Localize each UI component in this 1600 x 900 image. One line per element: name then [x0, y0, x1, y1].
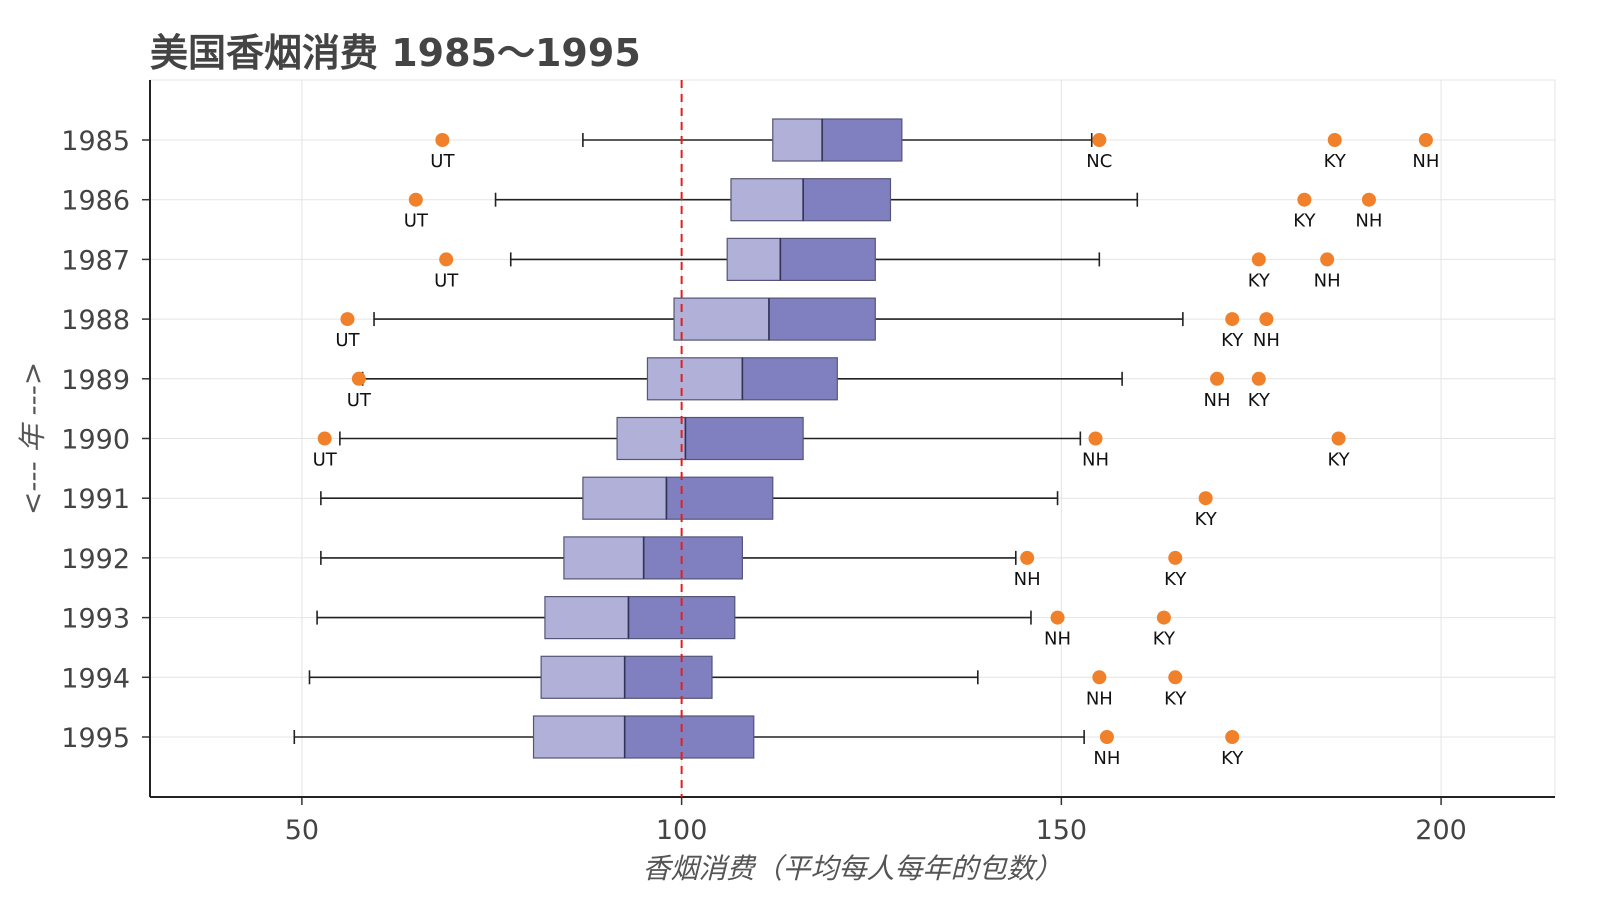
box-lower-half: [544, 595, 630, 640]
outlier-point: [1327, 133, 1342, 147]
x-tick-label: 100: [656, 815, 708, 846]
outlier-point: [1225, 730, 1240, 744]
outlier-label: KY: [1327, 450, 1350, 471]
outlier-point: [1297, 192, 1312, 207]
outlier-point: [351, 371, 366, 386]
outlier-point: [1225, 312, 1240, 327]
y-tick-label: 1989: [61, 365, 130, 396]
y-tick-label: 1990: [61, 425, 130, 456]
y-tick-label: 1985: [61, 126, 130, 157]
box-lower-half: [563, 536, 645, 580]
outlier-label: NH: [1412, 151, 1439, 172]
outlier-point: [1331, 431, 1346, 446]
outlier-point: [1020, 550, 1035, 565]
outlier-point: [1210, 371, 1225, 386]
outlier-label: NH: [1314, 270, 1341, 291]
outlier-point: [435, 133, 450, 147]
outlier-point: [1251, 252, 1266, 267]
box-lower-half: [646, 357, 743, 401]
box-upper-half: [624, 715, 755, 759]
box-upper-half: [802, 178, 892, 222]
box-upper-half: [768, 297, 876, 341]
outlier-point: [408, 192, 423, 207]
outlier-label: KY: [1221, 748, 1244, 769]
outlier-label: UT: [434, 270, 459, 291]
outlier-point: [1156, 610, 1171, 625]
box-lower-half: [540, 655, 626, 699]
box-lower-half: [532, 715, 626, 759]
box-lower-half: [616, 416, 687, 461]
outlier-label: UT: [313, 450, 338, 471]
outlier-point: [1092, 133, 1107, 147]
y-tick-label: 1988: [61, 305, 130, 336]
outlier-label: KY: [1221, 330, 1244, 351]
y-tick-label: 1992: [61, 544, 130, 575]
y-tick-label: 1993: [61, 604, 130, 635]
outlier-label: NH: [1082, 450, 1109, 471]
outlier-point: [1092, 670, 1107, 685]
box-lower-half: [726, 237, 781, 281]
y-axis-title: <--- 年 --->: [16, 362, 49, 515]
box-lower-half: [772, 118, 823, 162]
outlier-label: KY: [1195, 509, 1218, 530]
outlier-label: KY: [1248, 270, 1271, 291]
outlier-label: NH: [1355, 211, 1382, 232]
outlier-point: [439, 252, 454, 267]
box-upper-half: [665, 476, 774, 520]
y-tick-label: 1991: [61, 484, 130, 515]
outlier-point: [340, 312, 355, 327]
outlier-label: UT: [430, 151, 455, 172]
outlier-point: [1168, 670, 1183, 685]
outlier-label: UT: [404, 211, 429, 232]
x-tick-label: 50: [285, 815, 319, 846]
outlier-label: KY: [1293, 211, 1316, 232]
box-lower-half: [730, 178, 804, 222]
outlier-point: [1198, 491, 1213, 506]
y-tick-label: 1986: [61, 186, 130, 217]
outlier-label: KY: [1248, 390, 1271, 411]
y-tick-label: 1995: [61, 723, 130, 754]
outlier-point: [1099, 730, 1114, 744]
outlier-label: KY: [1164, 688, 1187, 709]
outlier-point: [1251, 371, 1266, 386]
outlier-point: [1168, 550, 1183, 565]
outlier-label: UT: [347, 390, 372, 411]
outlier-label: NH: [1014, 569, 1041, 590]
x-tick-label: 150: [1036, 815, 1088, 846]
outlier-label: NH: [1044, 629, 1071, 650]
outlier-label: UT: [335, 330, 360, 351]
y-tick-label: 1987: [61, 245, 130, 276]
outlier-point: [1320, 252, 1335, 267]
outlier-label: KY: [1324, 151, 1347, 172]
outlier-label: KY: [1153, 629, 1176, 650]
y-tick-label: 1994: [61, 663, 130, 694]
box-upper-half: [779, 237, 876, 281]
outlier-label: KY: [1164, 569, 1187, 590]
outlier-point: [1088, 431, 1103, 446]
outlier-label: NH: [1086, 688, 1113, 709]
chart-title: 美国香烟消费 1985～1995: [150, 31, 641, 75]
box-upper-half: [741, 357, 838, 401]
outlier-label: NH: [1253, 330, 1280, 351]
box-lower-half: [673, 297, 770, 341]
outlier-label: NC: [1086, 151, 1112, 172]
outlier-label: NH: [1204, 390, 1231, 411]
outlier-point: [1361, 192, 1376, 207]
box-lower-half: [582, 476, 668, 520]
outlier-point: [1418, 133, 1433, 147]
box-upper-half: [821, 118, 903, 162]
outlier-point: [1050, 610, 1065, 625]
outlier-label: NH: [1093, 748, 1120, 769]
outlier-point: [1259, 312, 1274, 327]
outlier-point: [317, 431, 332, 446]
box-upper-half: [643, 536, 743, 580]
box-upper-half: [684, 416, 804, 461]
x-tick-label: 200: [1415, 815, 1467, 846]
box-upper-half: [624, 655, 713, 699]
x-axis-title: 香烟消费（平均每人每年的包数）: [642, 852, 1062, 885]
